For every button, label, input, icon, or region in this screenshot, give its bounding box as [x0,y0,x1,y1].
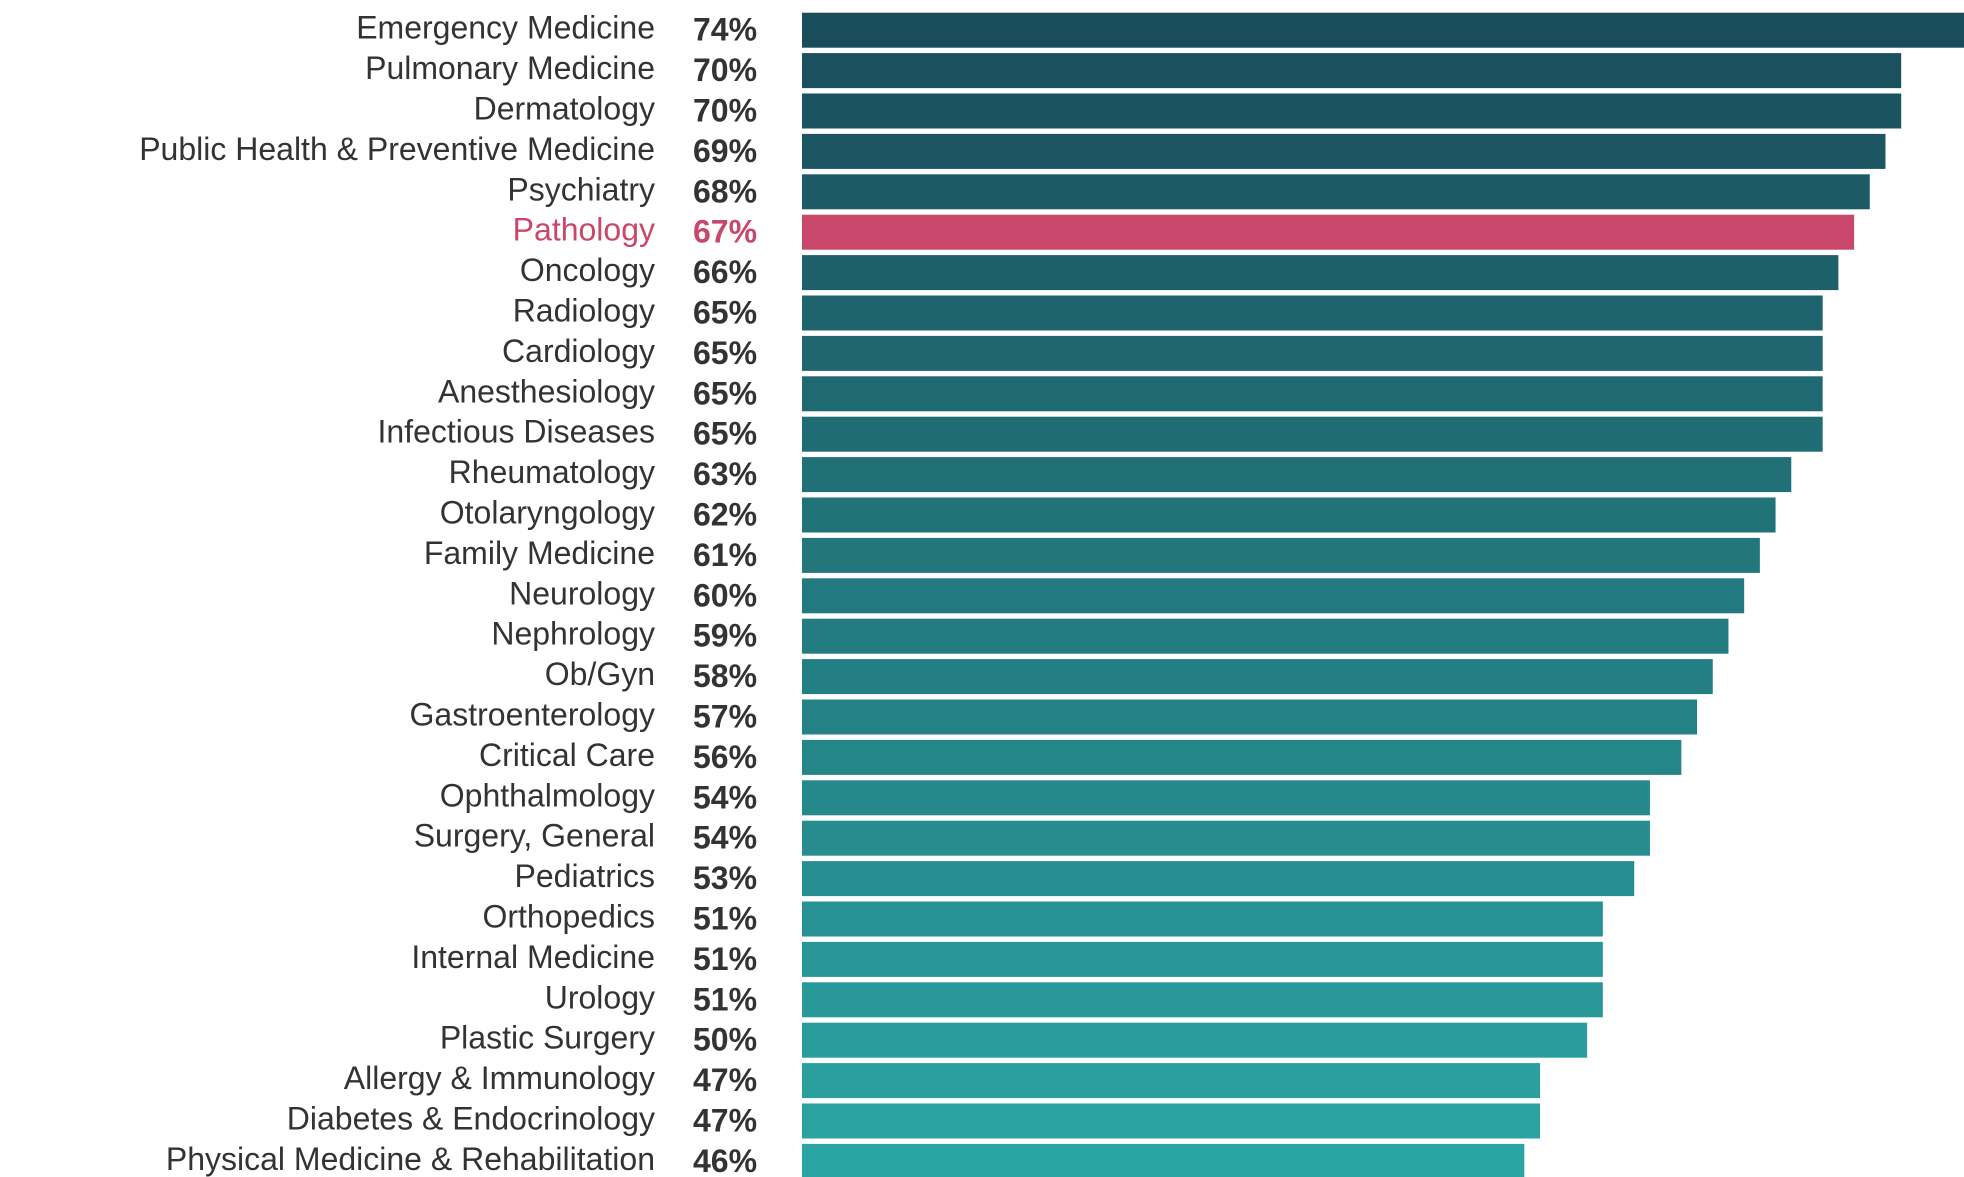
value-label: 51% [693,941,757,977]
bar [802,780,1650,816]
bar [802,376,1823,412]
bar [802,1063,1541,1099]
value-label: 70% [693,92,757,128]
value-label: 57% [693,698,757,734]
value-label: 70% [693,52,757,88]
category-label: Diabetes & Endocrinology [287,1100,655,1136]
value-label: 59% [693,618,757,654]
bar [802,659,1713,695]
category-label: Pediatrics [515,858,656,894]
bar [802,699,1698,735]
value-label: 74% [693,12,757,48]
category-label: Internal Medicine [411,939,655,975]
category-label: Critical Care [479,737,655,773]
bar [802,739,1682,775]
value-label: 46% [693,1143,757,1177]
value-label: 60% [693,577,757,613]
category-label: Rheumatology [449,454,655,490]
value-label: 62% [693,496,757,532]
category-label: Radiology [513,292,655,328]
value-label: 61% [693,537,757,573]
bar [802,174,1870,210]
value-label: 54% [693,820,757,856]
category-label: Plastic Surgery [440,1020,655,1056]
value-label: 65% [693,294,757,330]
bar [802,335,1823,371]
bar [802,295,1823,331]
category-label: Physical Medicine & Rehabilitation [166,1141,655,1177]
category-label: Orthopedics [482,898,655,934]
value-label: 56% [693,739,757,775]
bar [802,53,1902,89]
bar [802,255,1839,291]
category-label: Infectious Diseases [378,414,655,450]
value-label: 51% [693,900,757,936]
category-label: Psychiatry [507,171,655,207]
bar [802,982,1603,1018]
value-label: 65% [693,416,757,452]
bar [802,214,1855,250]
value-label: 66% [693,254,757,290]
category-label: Allergy & Immunology [344,1060,655,1096]
category-label: Oncology [520,252,655,288]
bar [802,1022,1588,1058]
bar [802,457,1792,493]
bar [802,1143,1525,1177]
value-label: 65% [693,375,757,411]
category-label: Public Health & Preventive Medicine [139,131,655,167]
category-label: Ophthalmology [440,777,655,813]
bar [802,416,1823,452]
category-label: Family Medicine [424,535,655,571]
value-label: 51% [693,981,757,1017]
category-label: Pulmonary Medicine [365,50,655,86]
value-label: 53% [693,860,757,896]
bar [802,93,1902,129]
category-label: Neurology [509,575,655,611]
value-label: 68% [693,173,757,209]
value-label: 47% [693,1062,757,1098]
bar [802,578,1745,614]
category-label: Dermatology [474,90,655,126]
bar [802,820,1650,856]
value-label: 47% [693,1102,757,1138]
category-label: Nephrology [491,616,655,652]
bar [802,12,1964,48]
category-label: Anesthesiology [438,373,655,409]
bar [802,497,1776,533]
value-label: 67% [693,214,757,250]
value-label: 50% [693,1022,757,1058]
value-label: 63% [693,456,757,492]
category-label: Urology [545,979,655,1015]
category-label: Cardiology [502,333,655,369]
category-label: Emergency Medicine [356,10,655,46]
value-label: 69% [693,133,757,169]
value-label: 58% [693,658,757,694]
bar [802,618,1729,654]
bar [802,861,1635,897]
bar [802,133,1886,169]
bar [802,1103,1541,1139]
bar [802,901,1603,937]
value-label: 65% [693,335,757,371]
category-label: Gastroenterology [410,696,655,732]
bar [802,941,1603,977]
value-label: 54% [693,779,757,815]
category-label: Otolaryngology [440,494,655,530]
category-label: Pathology [513,212,655,248]
category-label: Ob/Gyn [545,656,655,692]
category-label: Surgery, General [414,818,655,854]
bar [802,537,1760,573]
